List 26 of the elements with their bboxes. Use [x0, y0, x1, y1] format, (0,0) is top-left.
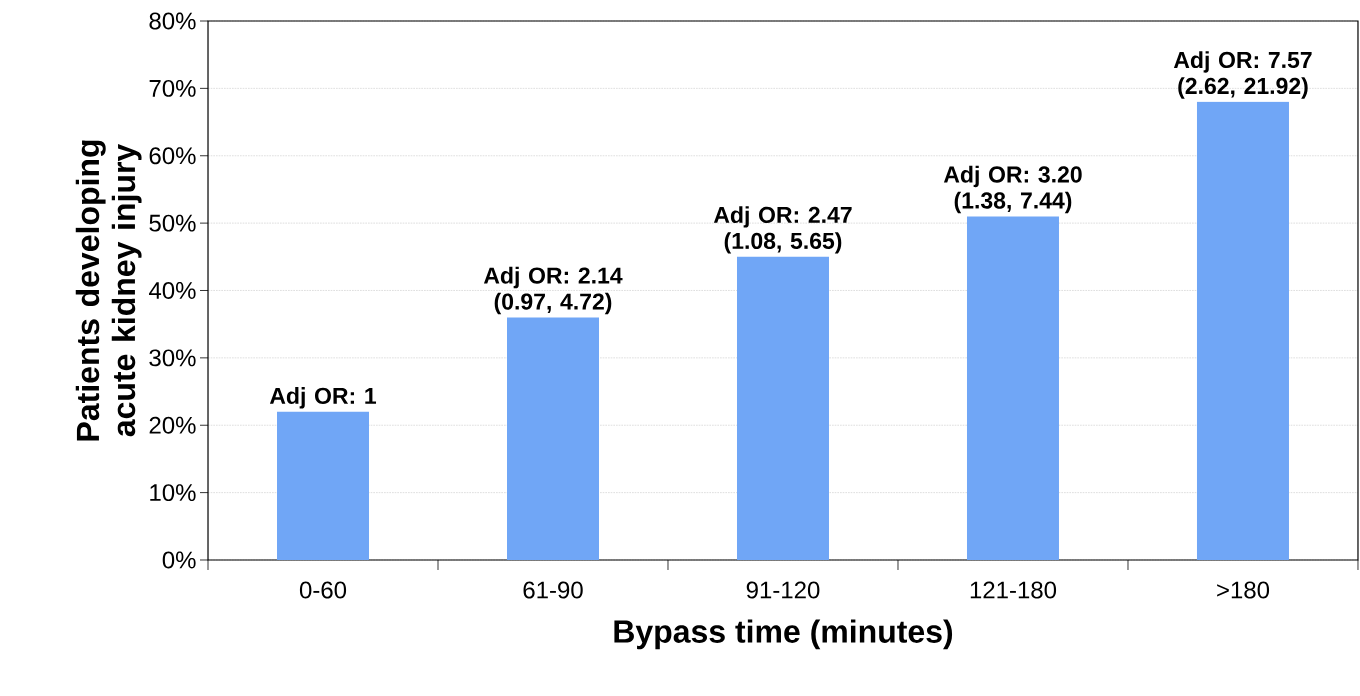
annotation: Adj OR: 3.20 (1.38, 7.44) [943, 165, 1082, 214]
y-tick-label: 20% [149, 416, 196, 434]
y-tick-label: 0% [162, 551, 196, 569]
annotation: Adj OR: 1 [269, 387, 377, 409]
y-tick-label: 80% [149, 12, 196, 30]
bar [277, 411, 370, 560]
annotation: Adj OR: 2.14 (0.97, 4.72) [483, 266, 623, 315]
x-tick-label: >180 [1217, 581, 1270, 599]
y-tick-label: 30% [149, 349, 196, 367]
y-tick-label: 40% [148, 282, 196, 299]
x-tick-label: 0-60 [299, 581, 347, 599]
bar [736, 256, 829, 560]
bar [966, 216, 1059, 560]
x-tick-label: 91-120 [746, 581, 820, 599]
y-tick-label: 10% [150, 484, 196, 502]
y-tick-label: 70% [149, 79, 196, 97]
bar [1196, 101, 1289, 560]
bar [507, 317, 599, 560]
y-tick-label: 50% [149, 214, 196, 232]
x-tick-label: 121-180 [970, 581, 1057, 599]
y-tick-label: 60% [149, 147, 196, 165]
annotation: Adj OR: 7.57 (2.62, 21.92) [1173, 51, 1312, 99]
annotation: Adj OR: 2.47 (1.08, 5.65) [713, 206, 852, 254]
x-axis-title: Bypass time (minutes) [614, 619, 953, 650]
y-axis-title: Patients developing acute kidney injury [75, 140, 142, 441]
x-tick-label: 61-90 [523, 581, 583, 599]
